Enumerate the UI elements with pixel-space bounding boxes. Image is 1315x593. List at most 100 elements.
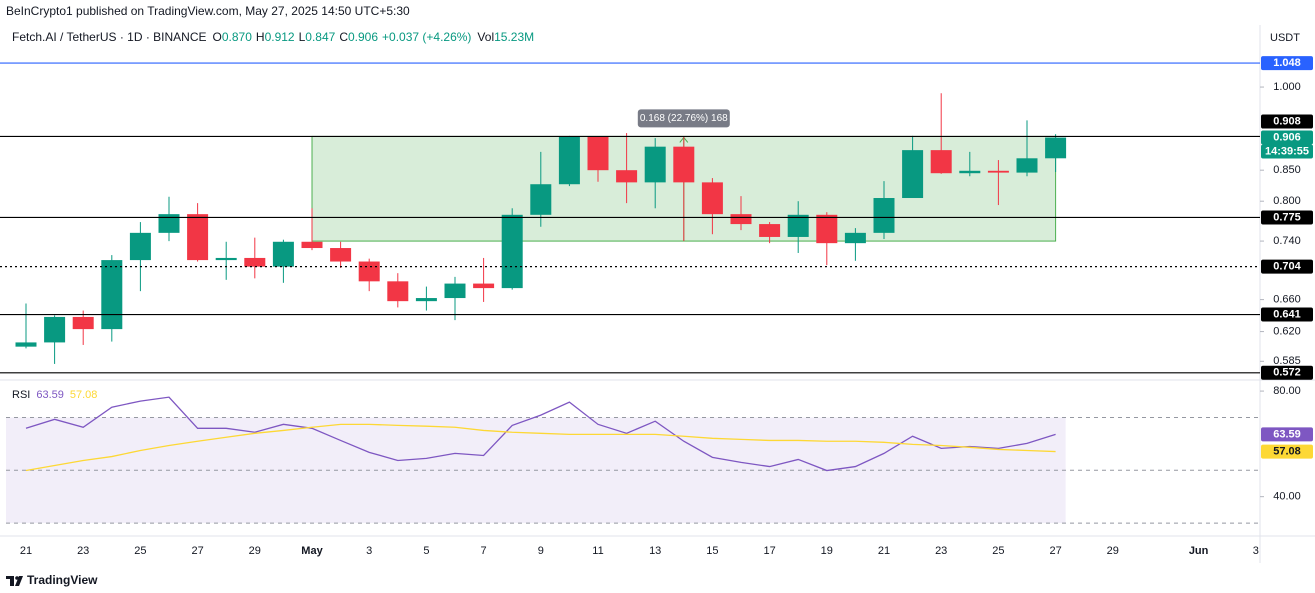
candle-body [1016,158,1038,173]
last-price-tag-bg [1261,130,1313,145]
candle-body [187,214,209,261]
x-tick-label: 11 [592,545,603,557]
x-tick-label: 27 [191,545,203,557]
candle-body [930,150,952,174]
symbol: Fetch.AI / TetherUS · 1D · BINANCE [12,30,207,44]
volume-label: Vol [477,30,494,44]
candle-body [673,146,695,183]
ohlc-label: O [213,30,222,44]
level-tag-bg [1261,210,1313,225]
x-tick-label: 23 [935,545,947,557]
candle-body [959,170,981,174]
candle-body [501,214,523,289]
rsi-tag: 63.59 [1273,428,1301,440]
logo [6,576,23,586]
rsi-title: RSI [12,389,30,401]
rsi-legend-value: 63.59 [36,389,64,401]
candle-body [272,241,294,267]
x-tick-label: Jun [1189,545,1209,557]
rsi-line [25,423,1056,472]
countdown: 14:39:55 [1265,145,1309,157]
level-tag: 0.908 [1273,115,1301,127]
rsi-line [25,396,1056,472]
candle-body [72,316,94,330]
level-tag-bg [1261,114,1313,129]
y-tick-label: 0.850 [1273,164,1301,176]
candle-body [444,283,466,299]
candle-body [215,257,237,261]
candle-body [358,261,380,282]
candle-body [844,232,866,244]
x-tick-label: 17 [763,545,775,557]
candle-body [101,260,123,330]
volume-value: 15.23M [494,30,534,44]
y-tick-label: 0.585 [1273,355,1301,367]
ohlc-value: 0.912 [265,30,295,44]
publisher: BeInCrypto1 published on TradingView.com… [6,4,410,18]
x-tick-label: 21 [20,545,32,557]
x-tick-label: 3 [366,545,372,557]
x-tick-label: 7 [481,545,487,557]
x-tick-label: 25 [134,545,146,557]
rsi-legend: RSI 63.59 57.08 [12,389,97,401]
x-tick-label: 3 [1253,545,1259,557]
candle-body [158,214,180,233]
y-tick-label: 1.000 [1273,81,1301,93]
y-tick-label: 0.620 [1273,325,1301,337]
level-tag: 0.572 [1273,367,1301,379]
x-tick-label: May [301,545,323,557]
candle-body [587,136,609,171]
y-tick-label: 0.740 [1273,235,1301,247]
x-tick-label: 19 [821,545,833,557]
x-tick-label: 25 [992,545,1004,557]
ohlc-label: L [299,30,306,44]
candle-body [301,241,323,249]
y-tick-label: 80.00 [1273,385,1301,397]
candle-body [816,214,838,244]
ohlc-value: 0.847 [305,30,335,44]
symbol-info: Fetch.AI / TetherUS · 1D · BINANCE O0.870… [12,30,534,44]
rsi-tag-bg [1261,427,1313,442]
candle-body [902,150,924,199]
ohlc-value: 0.870 [222,30,252,44]
countdown-bg [1261,144,1313,159]
candle-body [530,184,552,215]
x-tick-label: 27 [1049,545,1061,557]
level-tag-bg [1261,259,1313,274]
candle-body [244,257,266,267]
candle-body [15,342,37,347]
candle-body [987,170,1009,173]
level-tag: 0.775 [1273,211,1301,223]
level-tag: 0.641 [1273,308,1301,320]
currency: USDT [1270,32,1300,44]
candle-body [644,146,666,183]
candle-body [787,214,809,237]
level-tag-bg [1261,307,1313,322]
x-tick-label: 13 [649,545,661,557]
candle-body [616,170,638,183]
change: +0.037 (+4.26%) [382,30,471,44]
x-tick-label: 29 [1107,545,1119,557]
last-price-tag: 0.906 [1273,131,1301,143]
candle-body [415,298,437,302]
ohlc-label: C [339,30,348,44]
candle-body [701,182,723,215]
candle-body [759,224,781,237]
candle-body [730,214,752,225]
x-tick-label: 23 [77,545,89,557]
candle-body [473,283,495,289]
x-tick-label: 21 [878,545,890,557]
x-tick-label: 5 [423,545,429,557]
x-tick-label: 9 [538,545,544,557]
measure-label: 0.168 (22.76%) 168 [640,113,728,124]
x-tick-label: 15 [706,545,718,557]
level-tag-bg [1261,365,1313,380]
level-tag: 0.704 [1273,260,1301,272]
candle-body [44,316,66,343]
candle-body [129,232,151,261]
candle-body [387,281,409,302]
candle-body [330,248,352,262]
candle-body [558,136,580,185]
rsi-tag: 57.08 [1273,445,1301,457]
